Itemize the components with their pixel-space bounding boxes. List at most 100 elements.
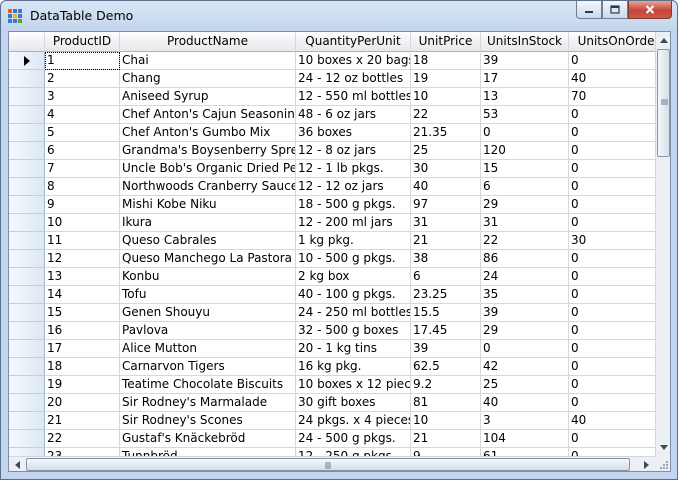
- horizontal-scrollbar[interactable]: [9, 456, 655, 471]
- grid-cell-productid[interactable]: 8: [45, 178, 120, 196]
- row-header[interactable]: [9, 412, 45, 430]
- grid-cell-unitsonorder[interactable]: 0: [569, 304, 655, 322]
- row-header[interactable]: [9, 88, 45, 106]
- grid-cell-quantityperunit[interactable]: 24 - 500 g pkgs.: [296, 430, 411, 448]
- grid-cell-unitprice[interactable]: 6: [411, 268, 481, 286]
- grid-cell-unitprice[interactable]: 40: [411, 178, 481, 196]
- grid-cell-unitsonorder[interactable]: 40: [569, 70, 655, 88]
- vertical-scrollbar[interactable]: [655, 32, 670, 456]
- grid-cell-unitsinstock[interactable]: 24: [481, 268, 569, 286]
- column-header-quantityperunit[interactable]: QuantityPerUnit: [296, 32, 411, 52]
- grid-cell-unitprice[interactable]: 38: [411, 250, 481, 268]
- grid-cell-unitsonorder[interactable]: 0: [569, 322, 655, 340]
- grid-cell-unitprice[interactable]: 22: [411, 106, 481, 124]
- row-header[interactable]: [9, 160, 45, 178]
- grid-cell-productid[interactable]: 20: [45, 394, 120, 412]
- grid-cell-unitsinstock[interactable]: 6: [481, 178, 569, 196]
- grid-cell-unitsonorder[interactable]: 0: [569, 52, 655, 70]
- grid-cell-productname[interactable]: Chang: [120, 70, 296, 88]
- grid-cell-productid[interactable]: 7: [45, 160, 120, 178]
- grid-cell-unitsonorder[interactable]: 0: [569, 358, 655, 376]
- grid-cell-productname[interactable]: Aniseed Syrup: [120, 88, 296, 106]
- grid-cell-unitsonorder[interactable]: 0: [569, 376, 655, 394]
- grid-corner-header[interactable]: [9, 32, 45, 52]
- grid-cell-unitsonorder[interactable]: 0: [569, 178, 655, 196]
- row-header[interactable]: [9, 448, 45, 456]
- grid-cell-productname[interactable]: Queso Manchego La Pastora: [120, 250, 296, 268]
- row-header[interactable]: [9, 196, 45, 214]
- row-header[interactable]: [9, 286, 45, 304]
- grid-cell-unitprice[interactable]: 9: [411, 448, 481, 456]
- grid-cell-productname[interactable]: Sir Rodney's Scones: [120, 412, 296, 430]
- grid-cell-unitprice[interactable]: 81: [411, 394, 481, 412]
- grid-cell-productid[interactable]: 23: [45, 448, 120, 456]
- grid-cell-quantityperunit[interactable]: 10 boxes x 20 bags: [296, 52, 411, 70]
- grid-cell-unitsinstock[interactable]: 25: [481, 376, 569, 394]
- grid-cell-unitprice[interactable]: 21.35: [411, 124, 481, 142]
- grid-cell-productid[interactable]: 1: [45, 52, 120, 70]
- grid-cell-productid[interactable]: 14: [45, 286, 120, 304]
- grid-cell-productid[interactable]: 19: [45, 376, 120, 394]
- grid-cell-unitsonorder[interactable]: 0: [569, 214, 655, 232]
- grid-cell-productid[interactable]: 21: [45, 412, 120, 430]
- grid-cell-productid[interactable]: 2: [45, 70, 120, 88]
- grid-cell-productid[interactable]: 5: [45, 124, 120, 142]
- scroll-right-button[interactable]: [638, 457, 654, 471]
- grid-cell-unitsinstock[interactable]: 86: [481, 250, 569, 268]
- grid-cell-productname[interactable]: Chai: [120, 52, 296, 70]
- grid-cell-quantityperunit[interactable]: 32 - 500 g boxes: [296, 322, 411, 340]
- row-header[interactable]: [9, 214, 45, 232]
- grid-cell-productid[interactable]: 15: [45, 304, 120, 322]
- grid-cell-unitsonorder[interactable]: 0: [569, 196, 655, 214]
- scroll-left-button[interactable]: [9, 457, 25, 471]
- row-header[interactable]: [9, 250, 45, 268]
- grid-cell-productname[interactable]: Northwoods Cranberry Sauce: [120, 178, 296, 196]
- title-bar[interactable]: DataTable Demo: [1, 1, 677, 31]
- grid-cell-quantityperunit[interactable]: 12 - 550 ml bottles: [296, 88, 411, 106]
- grid-cell-unitprice[interactable]: 21: [411, 430, 481, 448]
- minimize-button[interactable]: [576, 1, 602, 19]
- row-header[interactable]: [9, 70, 45, 88]
- grid-cell-unitsinstock[interactable]: 53: [481, 106, 569, 124]
- grid-cell-unitsinstock[interactable]: 29: [481, 196, 569, 214]
- grid-cell-unitsonorder[interactable]: 0: [569, 250, 655, 268]
- row-header[interactable]: [9, 430, 45, 448]
- grid-cell-productname[interactable]: Chef Anton's Gumbo Mix: [120, 124, 296, 142]
- grid-cell-productname[interactable]: Sir Rodney's Marmalade: [120, 394, 296, 412]
- grid-cell-quantityperunit[interactable]: 12 - 1 lb pkgs.: [296, 160, 411, 178]
- grid-cell-productname[interactable]: Ikura: [120, 214, 296, 232]
- maximize-button[interactable]: [602, 1, 628, 19]
- grid-cell-unitsonorder[interactable]: 0: [569, 142, 655, 160]
- grid-cell-unitprice[interactable]: 31: [411, 214, 481, 232]
- row-header[interactable]: [9, 394, 45, 412]
- grid-cell-unitprice[interactable]: 97: [411, 196, 481, 214]
- grid-cell-unitsonorder[interactable]: 0: [569, 106, 655, 124]
- grid-cell-unitsonorder[interactable]: 70: [569, 88, 655, 106]
- grid-cell-unitsinstock[interactable]: 31: [481, 214, 569, 232]
- grid-cell-productid[interactable]: 4: [45, 106, 120, 124]
- row-header[interactable]: [9, 268, 45, 286]
- grid-cell-quantityperunit[interactable]: 48 - 6 oz jars: [296, 106, 411, 124]
- grid-cell-productid[interactable]: 13: [45, 268, 120, 286]
- grid-cell-productname[interactable]: Carnarvon Tigers: [120, 358, 296, 376]
- grid-cell-productname[interactable]: Tofu: [120, 286, 296, 304]
- grid-cell-unitprice[interactable]: 62.5: [411, 358, 481, 376]
- grid-cell-unitsinstock[interactable]: 40: [481, 394, 569, 412]
- grid-cell-unitsonorder[interactable]: 0: [569, 430, 655, 448]
- grid-cell-productid[interactable]: 6: [45, 142, 120, 160]
- scroll-up-button[interactable]: [656, 32, 670, 48]
- row-header[interactable]: [9, 232, 45, 250]
- row-header[interactable]: [9, 124, 45, 142]
- grid-cell-quantityperunit[interactable]: 24 - 250 ml bottles: [296, 304, 411, 322]
- grid-cell-unitsonorder[interactable]: 0: [569, 124, 655, 142]
- grid-cell-unitprice[interactable]: 10: [411, 412, 481, 430]
- grid-cell-quantityperunit[interactable]: 30 gift boxes: [296, 394, 411, 412]
- grid-cell-productid[interactable]: 12: [45, 250, 120, 268]
- grid-cell-unitsonorder[interactable]: 0: [569, 268, 655, 286]
- column-header-unitsonorder[interactable]: UnitsOnOrder: [569, 32, 655, 52]
- grid-cell-quantityperunit[interactable]: 12 - 8 oz jars: [296, 142, 411, 160]
- row-header[interactable]: [9, 322, 45, 340]
- grid-cell-unitprice[interactable]: 19: [411, 70, 481, 88]
- grid-cell-unitsinstock[interactable]: 120: [481, 142, 569, 160]
- grid-cell-quantityperunit[interactable]: 18 - 500 g pkgs.: [296, 196, 411, 214]
